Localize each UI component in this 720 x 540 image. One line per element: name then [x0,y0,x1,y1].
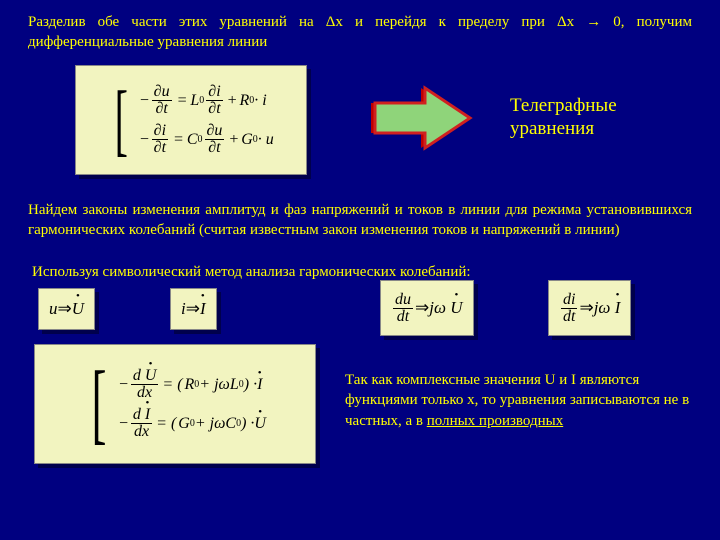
phasor-u: u ⇒ U [38,288,95,330]
telegraph-label: Телеграфные уравнения [510,95,617,141]
phasor-i: i ⇒ I [170,288,217,330]
mid-paragraph: Найдем законы изменения амплитуд и фаз н… [28,200,692,241]
equation-system-2: [ − d U dx = ( R0 + jω L0 ) · I − d I dx [34,344,316,464]
top-paragraph: Разделив обе части этих уравнений на Δх … [28,12,692,53]
phasor-di: didt ⇒ jω I [548,280,631,336]
arrow-icon [370,78,480,163]
equation-system-1: [ − ∂u∂t = L0 ∂i∂t + R0 · i − ∂i∂t = C0 … [75,65,307,175]
bottom-underline: полных производных [427,413,563,429]
bottom-paragraph: Так как комплексные значения U и I являю… [345,370,690,431]
neg: − [139,92,150,110]
phasor-du: dudt ⇒ jω U [380,280,474,336]
